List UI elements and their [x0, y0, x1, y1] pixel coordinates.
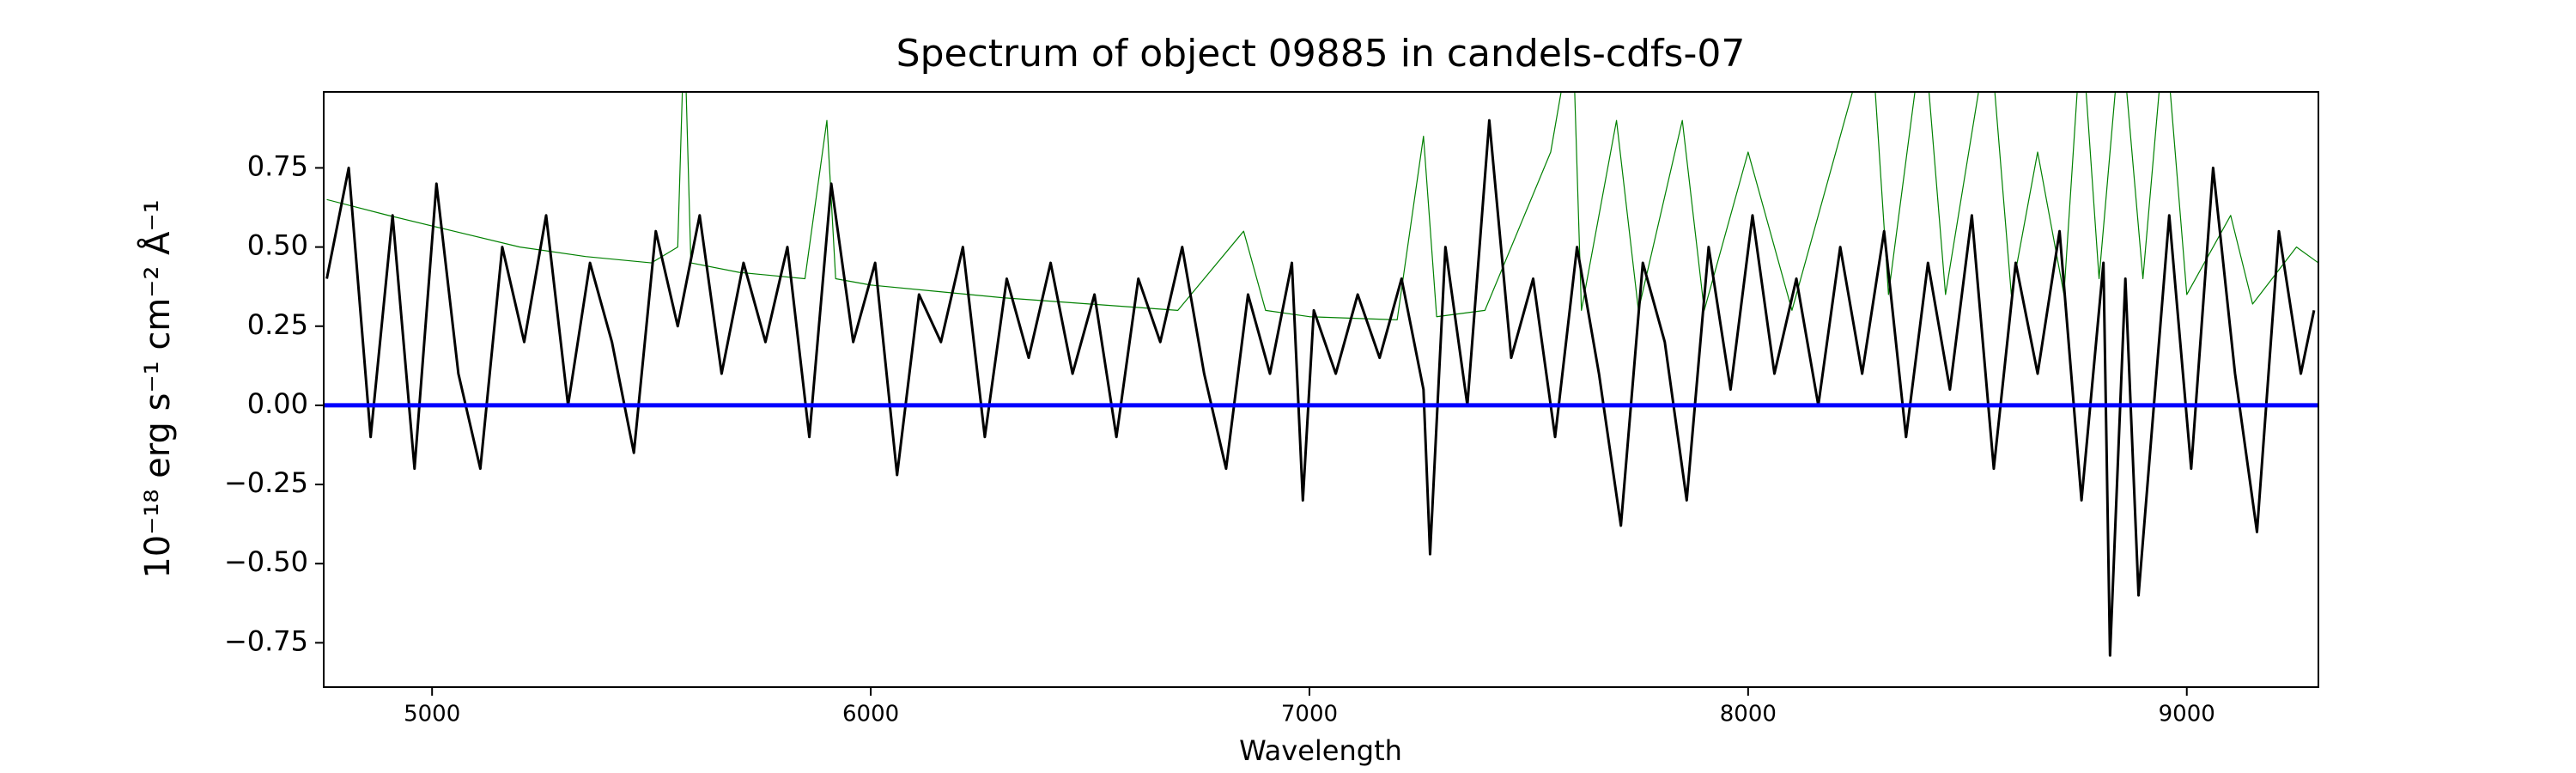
y-tick-label: 0.25	[247, 308, 308, 341]
y-tick-label: 0.50	[247, 229, 308, 262]
y-tick-label: 0.00	[247, 387, 308, 420]
axes-frame	[323, 91, 2319, 688]
spectrum-line	[326, 92, 2318, 321]
x-axis-label: Wavelength	[1239, 734, 1402, 767]
x-tick-label: 9000	[2159, 702, 2215, 727]
y-tick-label: −0.75	[224, 624, 308, 657]
y-tick-label: 0.75	[247, 149, 308, 182]
y-tick-label: −0.50	[224, 545, 308, 578]
x-tick-label: 7000	[1281, 702, 1338, 727]
x-tick-label: 5000	[404, 702, 460, 727]
x-tick-label: 6000	[842, 702, 899, 727]
plot-area	[324, 92, 2318, 657]
x-tick-label: 8000	[1720, 702, 1777, 727]
chart-title: Spectrum of object 09885 in candels-cdfs…	[896, 32, 1746, 76]
y-axis-label: 10⁻¹⁸ erg s⁻¹ cm⁻² Å⁻¹	[137, 199, 178, 578]
y-tick-label: −0.25	[224, 466, 308, 499]
spectrum-line	[325, 119, 2316, 657]
